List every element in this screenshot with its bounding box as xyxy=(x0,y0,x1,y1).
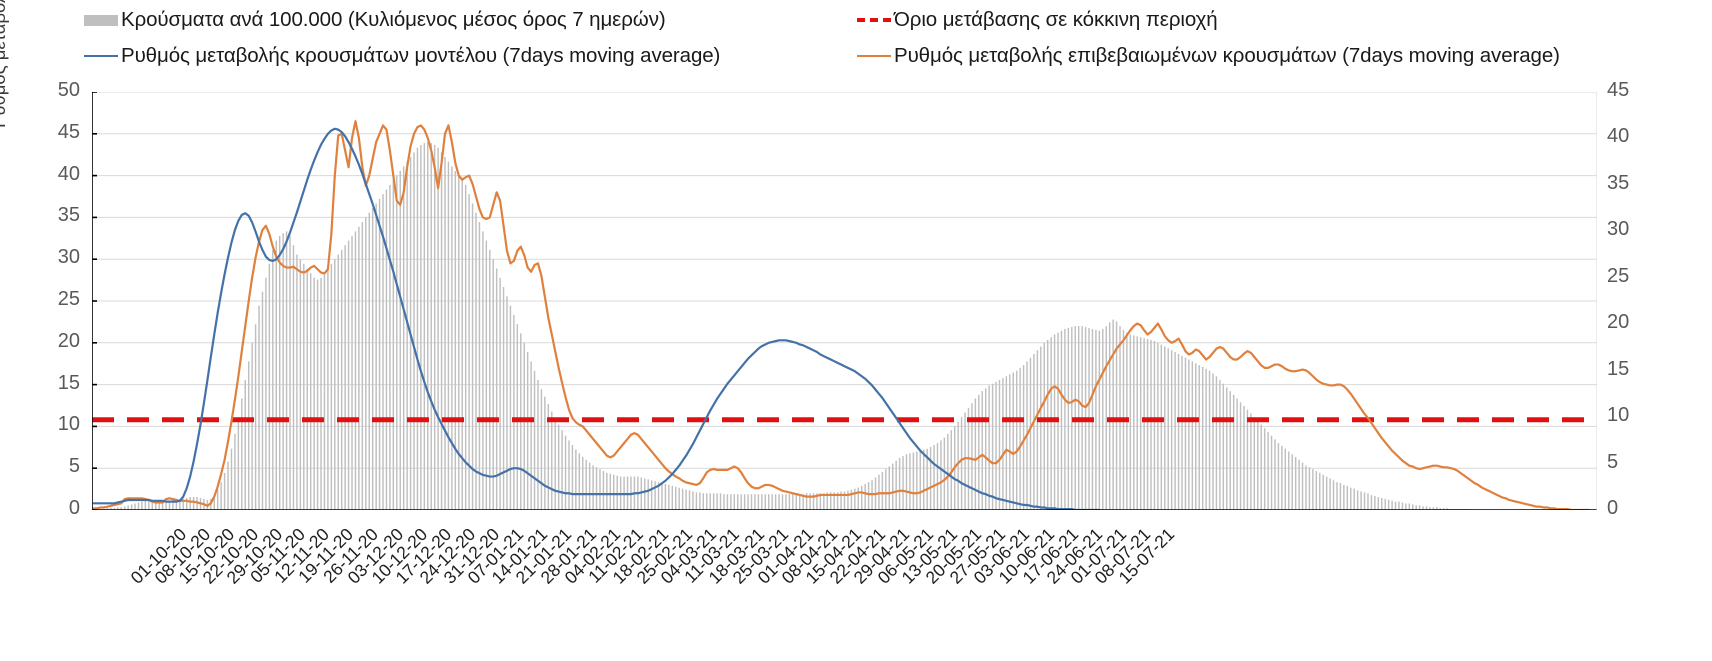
legend-item-model-rate[interactable]: Ρυθμός μεταβολής κρουσμάτων μοντέλου (7d… xyxy=(84,44,720,68)
y-axis-left-tick-0: 0 xyxy=(68,497,80,519)
legend-label-model-rate: Ρυθμός μεταβολής κρουσμάτων μοντέλου (7d… xyxy=(121,44,721,67)
y-axis-right-tick-30: 30 xyxy=(1607,218,1630,241)
y-axis-left-tick-25: 25 xyxy=(57,288,80,310)
line-swatch-icon xyxy=(84,55,118,57)
y-axis-right-tick-20: 20 xyxy=(1607,311,1630,334)
y-axis-right-tick-25: 25 xyxy=(1607,264,1630,287)
y-axis-left-tick-20: 20 xyxy=(57,329,80,352)
chart-legend: Κρούσματα ανά 100.000 (Κυλιόμενος μέσος … xyxy=(0,0,1712,80)
y-axis-right-tick-0: 0 xyxy=(1607,497,1619,519)
y-axis-left-tick-50: 50 xyxy=(57,79,80,101)
line-swatch-icon xyxy=(857,55,891,57)
y-axis-right-tick-5: 5 xyxy=(1607,450,1619,473)
y-axis-left-tick-10: 10 xyxy=(57,413,80,436)
legend-label-cases-per-100k: Κρούσματα ανά 100.000 (Κυλιόμενος μέσος … xyxy=(121,8,666,31)
axis-tick-marks xyxy=(92,92,97,510)
y-axis-left-tick-15: 15 xyxy=(57,371,80,394)
y-axis-left-tick-5: 5 xyxy=(68,455,80,478)
y-axis-left-tick-40: 40 xyxy=(57,162,80,185)
line-series xyxy=(92,120,1590,510)
plot-area xyxy=(92,92,1597,510)
y-axis-right-tick-10: 10 xyxy=(1607,404,1630,427)
legend-label-red-zone-threshold: Όριο μετάβασης σε κόκκινη περιοχή xyxy=(894,8,1218,31)
y-axis-right-tick-45: 45 xyxy=(1607,79,1630,101)
legend-item-cases-per-100k[interactable]: Κρούσματα ανά 100.000 (Κυλιόμενος μέσος … xyxy=(84,8,666,32)
y-axis-left-tick-35: 35 xyxy=(57,204,80,227)
legend-item-confirmed-rate[interactable]: Ρυθμός μεταβολής επιβεβαιωμένων κρουσμάτ… xyxy=(857,44,1560,68)
y-axis-right-tick-40: 40 xyxy=(1607,125,1630,148)
dashed-line-icon xyxy=(857,18,891,22)
legend-item-red-zone-threshold[interactable]: Όριο μετάβασης σε κόκκινη περιοχή xyxy=(857,8,1218,32)
y-axis-right-tick-35: 35 xyxy=(1607,171,1630,194)
bar-swatch-icon xyxy=(84,14,118,26)
y-axis-left-tick-30: 30 xyxy=(57,246,80,269)
chart-canvas xyxy=(92,92,1597,510)
legend-label-confirmed-rate: Ρυθμός μεταβολής επιβεβαιωμένων κρουσμάτ… xyxy=(894,44,1560,67)
y-axis-left-tick-45: 45 xyxy=(57,120,80,143)
y-axis-right-tick-15: 15 xyxy=(1607,357,1630,380)
